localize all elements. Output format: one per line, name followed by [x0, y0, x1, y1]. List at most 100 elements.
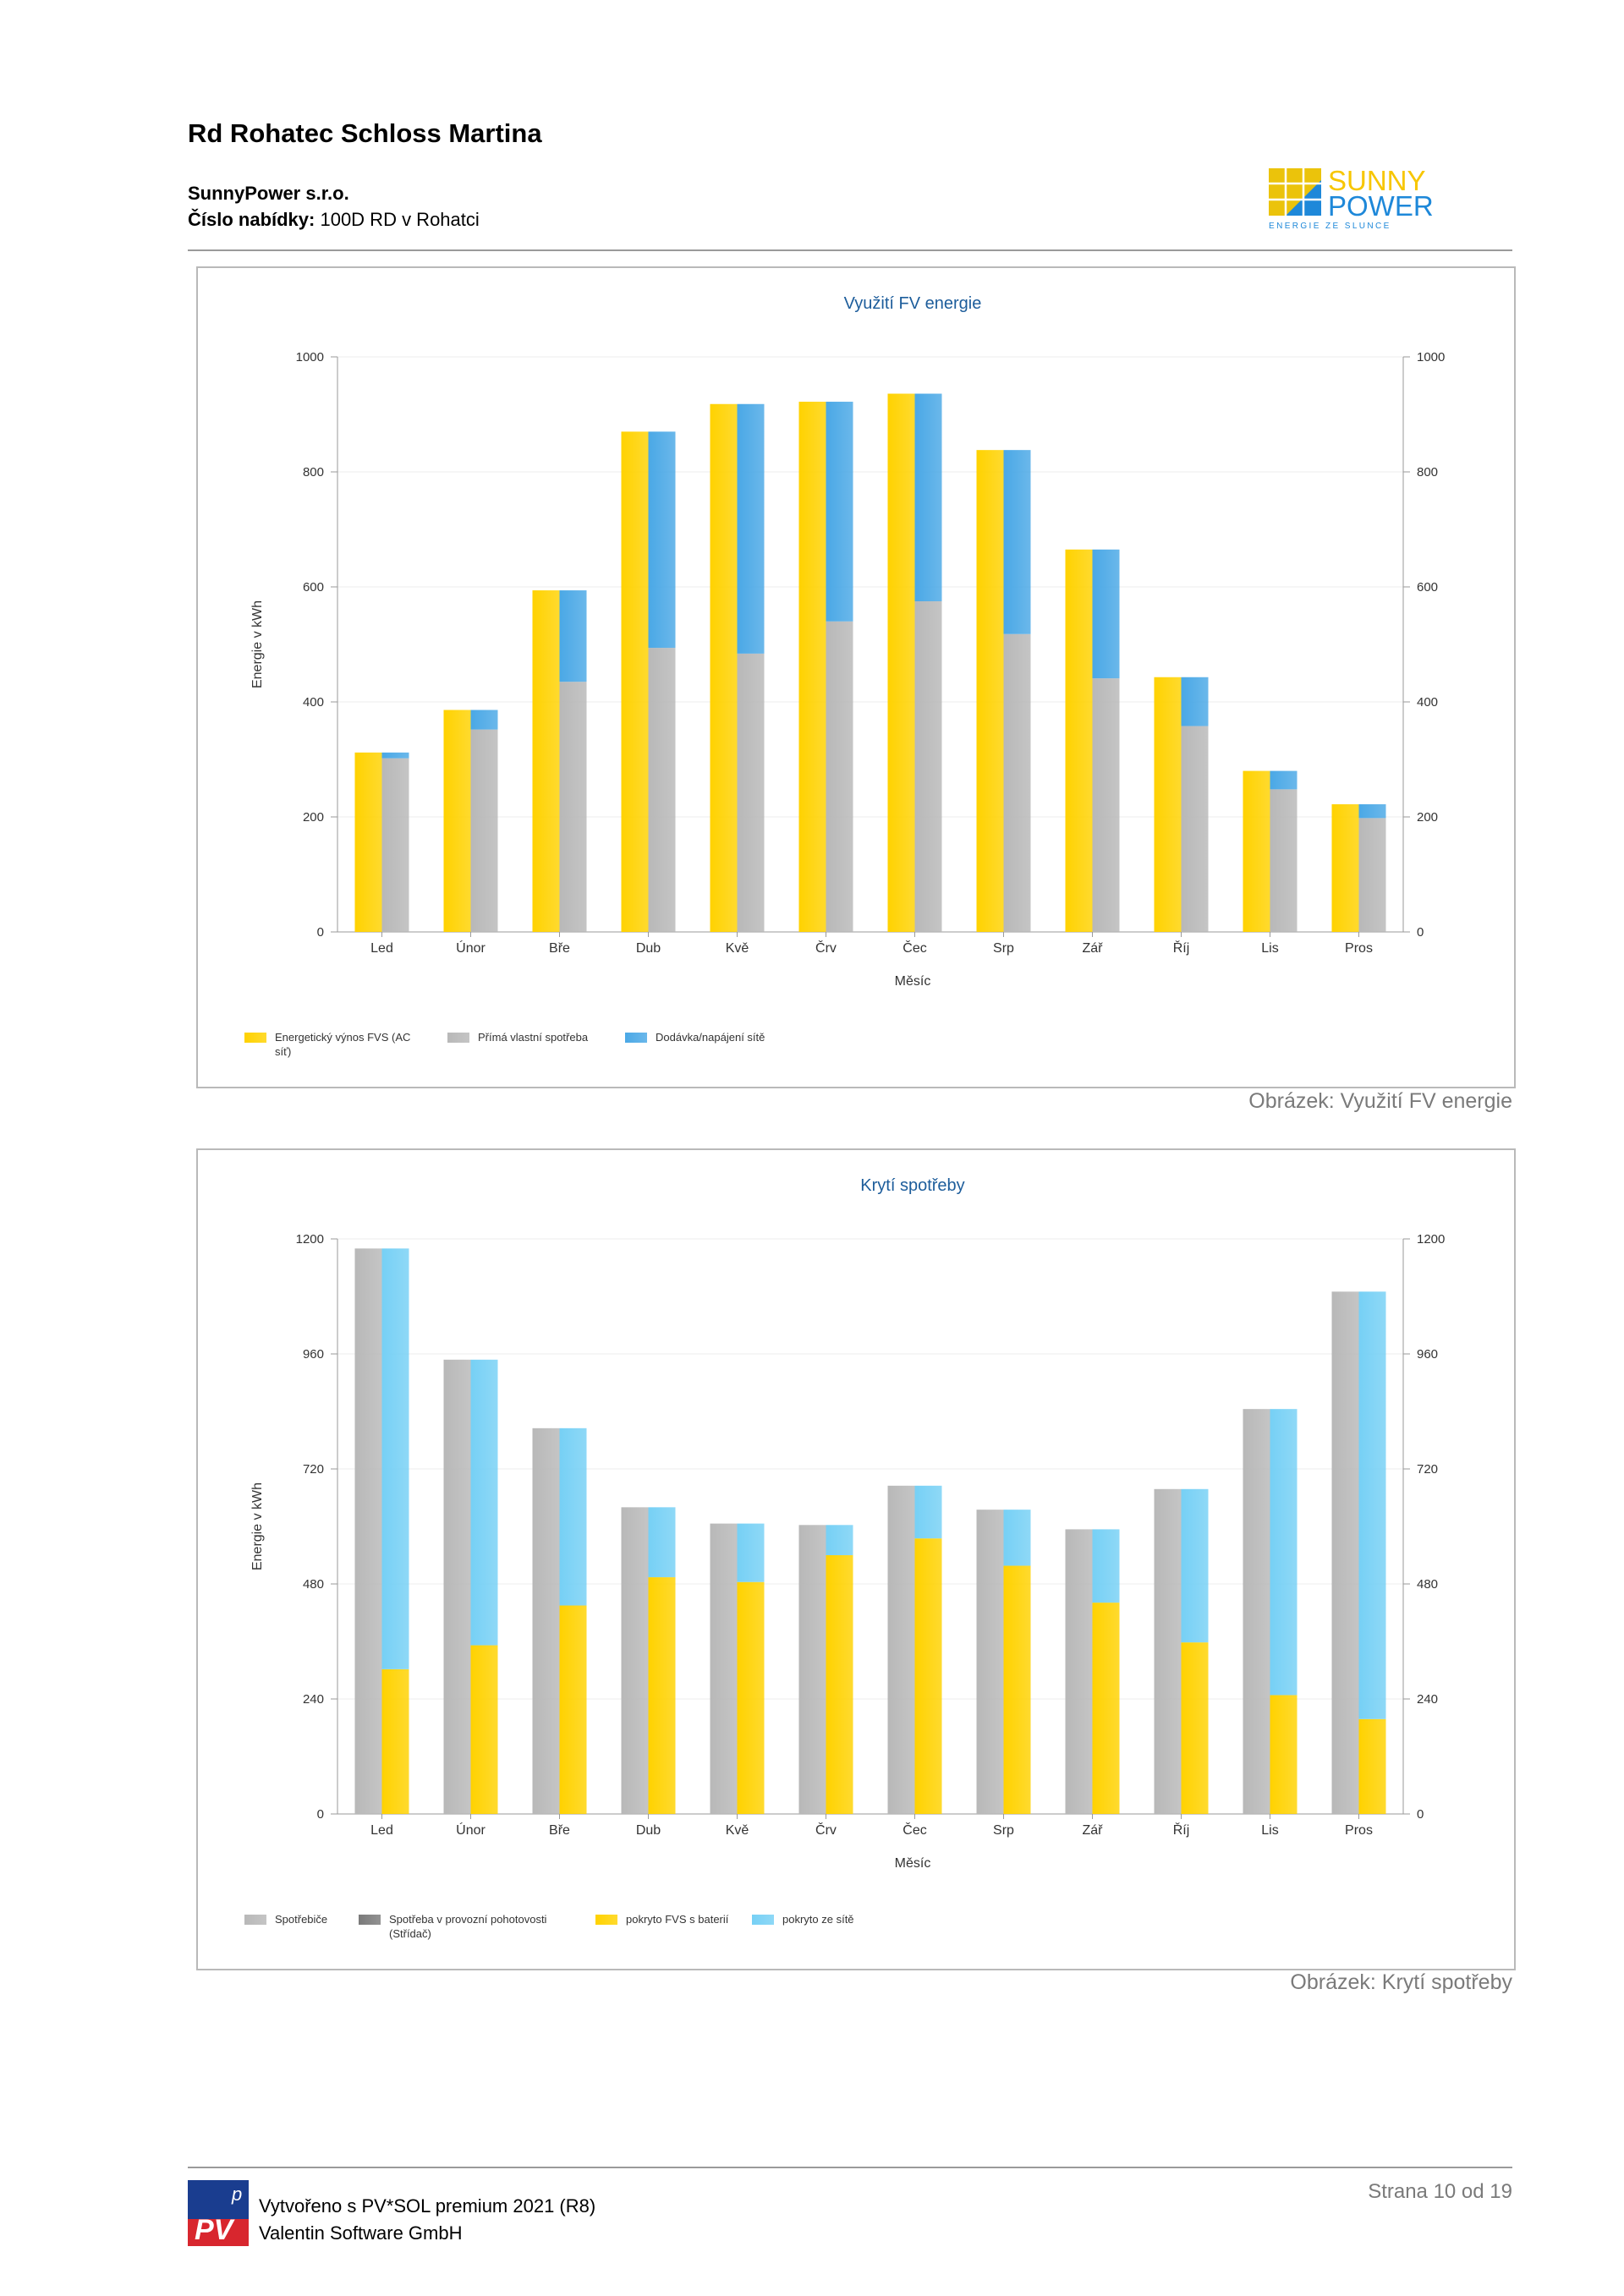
- bar-energetick-v-nos-fvs-ac-s--2: [532, 590, 560, 932]
- legend-swatch: [595, 1915, 617, 1925]
- y-tick-label-right: 1000: [1417, 350, 1445, 364]
- bar-energetick-v-nos-fvs-ac-s--5: [798, 402, 826, 932]
- bar-spot-ebi-e-11: [1331, 1291, 1359, 1814]
- bar-p-m-vlastn-spot-eba-4: [737, 653, 765, 932]
- x-tick-label: Pros: [1345, 1823, 1373, 1838]
- y-tick-label-right: 0: [1417, 925, 1424, 940]
- legend-label: Přímá vlastní spotřeba: [478, 1031, 589, 1044]
- x-tick-label: Dub: [636, 1823, 661, 1838]
- bar-pokryto-fvs-s-bateri--8: [1092, 1603, 1120, 1814]
- bar-p-m-vlastn-spot-eba-2: [559, 682, 587, 932]
- bar-spot-ebi-e-4: [710, 1523, 738, 1814]
- y-tick-label-right: 240: [1417, 1692, 1438, 1707]
- x-tick-label: Dub: [636, 941, 661, 956]
- bar-energetick-v-nos-fvs-ac-s--1: [443, 710, 471, 932]
- y-tick-label-right: 480: [1417, 1577, 1438, 1592]
- y-tick-label-right: 720: [1417, 1462, 1438, 1477]
- bar-p-m-vlastn-spot-eba-6: [914, 601, 942, 932]
- footer-credit-vendor: Valentin Software GmbH: [259, 2222, 463, 2244]
- x-tick-label: Led: [370, 1823, 393, 1838]
- offer-number: Číslo nabídky: 100D RD v Rohatci: [188, 209, 480, 231]
- y-tick-label-left: 720: [303, 1462, 324, 1477]
- y-tick-label-right: 1200: [1417, 1232, 1445, 1247]
- y-tick-label-right: 200: [1417, 810, 1438, 825]
- bar-dod-vka-nap-jen-s-t--5: [826, 402, 853, 622]
- x-tick-label: Zář: [1083, 1823, 1104, 1838]
- chart-panel-coverage: 0 0 240 240 480 480 720 720 960 960 1200 1200 Krytí …: [196, 1148, 1516, 1970]
- y-tick-label-right: 960: [1417, 1347, 1438, 1362]
- legend-swatch: [752, 1915, 774, 1925]
- x-tick-label: Únor: [456, 940, 486, 956]
- legend-label: pokryto ze sítě: [782, 1913, 854, 1926]
- bar-pokryto-fvs-s-bateri--2: [559, 1605, 587, 1814]
- bar-p-m-vlastn-spot-eba-7: [1003, 633, 1031, 932]
- x-tick-label: Kvě: [726, 941, 749, 956]
- y-tick-label-right: 800: [1417, 465, 1438, 479]
- y-tick-label-left: 960: [303, 1347, 324, 1362]
- chart-title: Krytí spotřeby: [860, 1176, 964, 1195]
- bar-energetick-v-nos-fvs-ac-s--4: [710, 403, 738, 932]
- bar-p-m-vlastn-spot-eba-3: [648, 648, 676, 932]
- bar-pokryto-ze-s-t--8: [1092, 1529, 1120, 1603]
- logo-text-power: POWER: [1328, 190, 1434, 222]
- bar-spot-ebi-e-7: [976, 1510, 1004, 1814]
- x-tick-label: Říj: [1173, 1822, 1190, 1838]
- bar-energetick-v-nos-fvs-ac-s--9: [1154, 677, 1182, 932]
- y-tick-label-right: 400: [1417, 695, 1438, 710]
- bar-p-m-vlastn-spot-eba-0: [381, 758, 409, 932]
- header-divider: [188, 249, 1512, 251]
- legend-swatch: [625, 1033, 647, 1043]
- y-axis-title: Energie v kWh: [250, 1482, 265, 1570]
- y-tick-label-left: 1000: [296, 350, 324, 364]
- bar-pokryto-ze-s-t--7: [1003, 1510, 1031, 1566]
- bar-spot-ebi-e-10: [1243, 1409, 1270, 1814]
- legend-label: pokryto FVS s baterií: [626, 1913, 729, 1926]
- bar-pokryto-ze-s-t--11: [1358, 1291, 1386, 1719]
- offer-label: Číslo nabídky:: [188, 209, 315, 230]
- bar-pokryto-ze-s-t--0: [381, 1248, 409, 1669]
- y-axis-title: Energie v kWh: [250, 600, 265, 688]
- bar-pokryto-fvs-s-bateri--0: [381, 1669, 409, 1814]
- x-tick-label: Říj: [1173, 940, 1190, 956]
- bar-pokryto-ze-s-t--5: [826, 1525, 853, 1555]
- y-tick-label-left: 480: [303, 1577, 324, 1592]
- legend-swatch: [359, 1915, 381, 1925]
- x-tick-label: Lis: [1261, 941, 1278, 956]
- footer-divider: [188, 2167, 1512, 2168]
- chart-utilization: 0 0 200 200 400 400 600 600 800 800 1000 1000 Využit…: [244, 294, 1445, 1058]
- page-number: Strana 10 od 19: [1368, 2180, 1512, 2203]
- bar-pokryto-ze-s-t--6: [914, 1485, 942, 1539]
- x-tick-label: Lis: [1261, 1823, 1278, 1838]
- legend-label: Spotřebiče: [275, 1913, 327, 1926]
- bar-pokryto-ze-s-t--1: [470, 1359, 498, 1646]
- legend-label-cont: síť): [275, 1045, 291, 1058]
- bar-dod-vka-nap-jen-s-t--7: [1003, 450, 1031, 634]
- y-tick-label-left: 600: [303, 580, 324, 595]
- bar-pokryto-fvs-s-bateri--9: [1181, 1642, 1209, 1814]
- y-tick-label-right: 600: [1417, 580, 1438, 595]
- x-tick-label: Srp: [993, 1823, 1014, 1838]
- x-tick-label: Črv: [815, 940, 837, 956]
- bar-energetick-v-nos-fvs-ac-s--7: [976, 450, 1004, 932]
- bar-spot-ebi-e-5: [798, 1525, 826, 1814]
- bar-pokryto-fvs-s-bateri--11: [1358, 1718, 1386, 1814]
- bar-energetick-v-nos-fvs-ac-s--8: [1065, 549, 1093, 932]
- bar-p-m-vlastn-spot-eba-10: [1270, 789, 1298, 932]
- bar-energetick-v-nos-fvs-ac-s--10: [1243, 770, 1270, 932]
- pvsol-logo-sup: p: [231, 2184, 242, 2205]
- y-tick-label-right: 0: [1417, 1807, 1424, 1822]
- bar-dod-vka-nap-jen-s-t--11: [1358, 804, 1386, 819]
- x-tick-label: Led: [370, 941, 393, 956]
- bar-dod-vka-nap-jen-s-t--9: [1181, 677, 1209, 726]
- chart-coverage: 0 0 240 240 480 480 720 720 960 960 1200 1200 Krytí …: [244, 1176, 1445, 1940]
- bar-spot-ebi-e-9: [1154, 1488, 1182, 1814]
- bar-spot-ebi-e-6: [887, 1485, 915, 1814]
- pvsol-logo-text: PV: [195, 2214, 236, 2246]
- pvsol-logo: PV p: [188, 2180, 249, 2246]
- y-tick-label-left: 800: [303, 465, 324, 479]
- chart-panel-utilization: 0 0 200 200 400 400 600 600 800 800 1000 1000 Využit…: [196, 266, 1516, 1088]
- x-tick-label: Čec: [903, 940, 926, 956]
- legend-label: Spotřeba v provozní pohotovosti: [389, 1913, 547, 1926]
- x-tick-label: Pros: [1345, 941, 1373, 956]
- bar-pokryto-ze-s-t--10: [1270, 1409, 1298, 1696]
